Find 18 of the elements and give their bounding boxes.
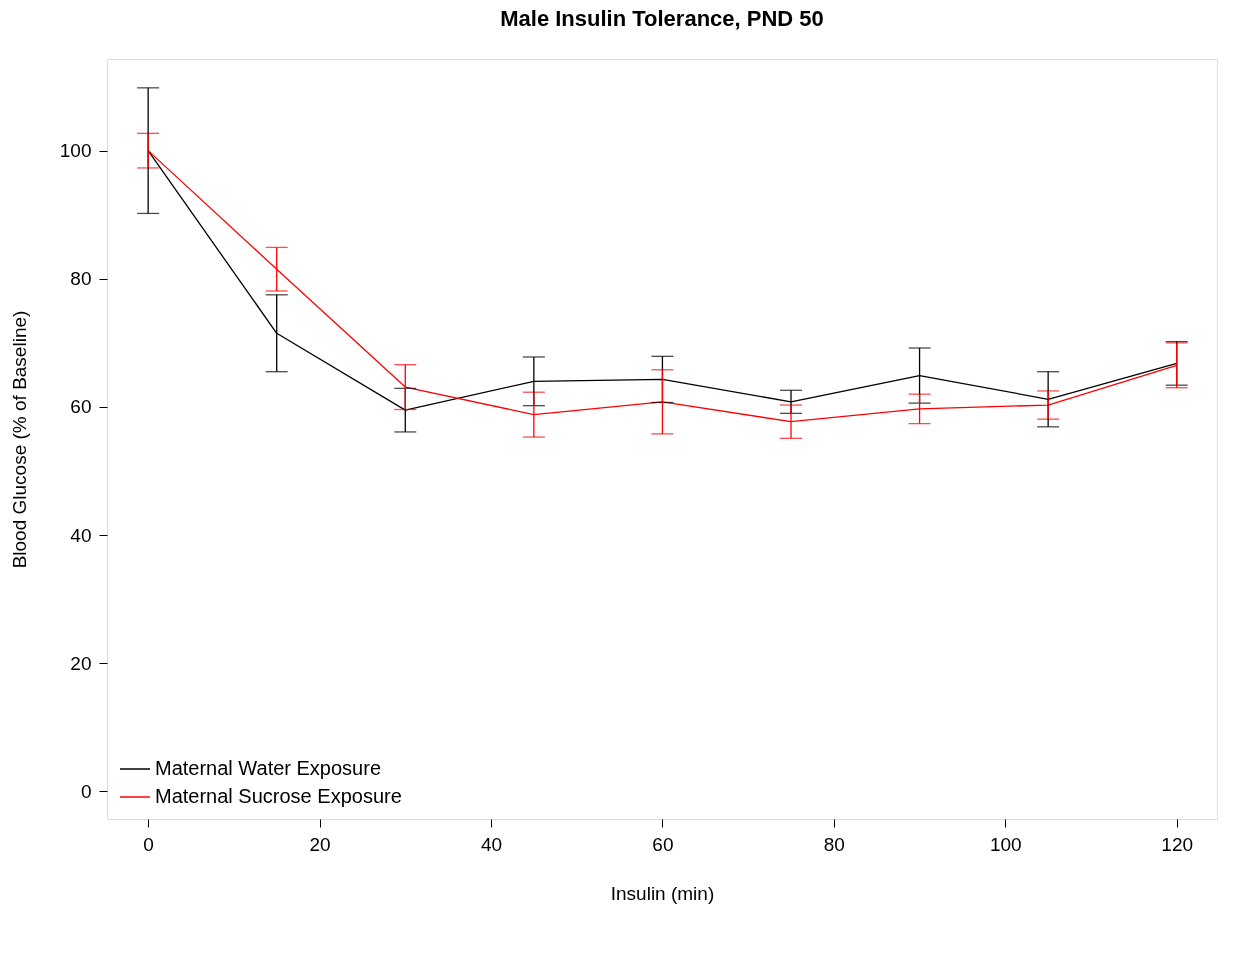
y-axis-title: Blood Glucose (% of Baseline)	[8, 310, 30, 569]
x-tick-label: 0	[143, 833, 154, 855]
y-tick-label: 20	[70, 652, 92, 674]
y-tick-label: 100	[59, 140, 92, 162]
legend-label: Maternal Water Exposure	[155, 757, 382, 779]
y-tick-label: 0	[80, 780, 92, 802]
y-tick-label: 60	[70, 396, 92, 418]
y-tick-label: 40	[70, 524, 92, 546]
legend-label: Maternal Sucrose Exposure	[155, 785, 402, 807]
x-tick-label: 80	[823, 833, 845, 855]
x-axis-title: Insulin (min)	[610, 882, 715, 904]
x-tick-label: 60	[652, 833, 674, 855]
chart-title: Male Insulin Tolerance, PND 50	[500, 6, 824, 31]
x-tick-label: 100	[989, 833, 1022, 855]
y-tick-label: 80	[70, 268, 92, 290]
x-tick-label: 120	[1161, 833, 1194, 855]
x-tick-label: 40	[480, 833, 503, 855]
x-tick-label: 20	[309, 833, 331, 855]
